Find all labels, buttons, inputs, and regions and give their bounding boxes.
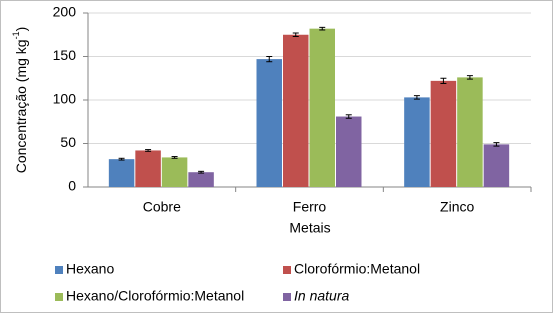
- y-tick-label: 0: [68, 178, 76, 194]
- bar: [283, 34, 309, 187]
- legend-label: Hexano: [66, 261, 114, 277]
- y-label-sup: -1: [11, 31, 21, 39]
- bar: [161, 157, 188, 187]
- legend-swatch: [55, 293, 63, 301]
- y-tick-label: 50: [60, 134, 76, 150]
- y-label-text: Concentração (mg kg: [13, 39, 29, 173]
- legend-label: Hexano/Clorofórmio:Metanol: [66, 288, 244, 304]
- bar: [309, 28, 335, 187]
- bar: [457, 77, 483, 187]
- bar: [108, 159, 135, 187]
- x-tick-label: Zinco: [440, 199, 474, 215]
- y-axis-label: Concentração (mg kg-1): [11, 27, 28, 174]
- y-label-end: ): [13, 27, 29, 32]
- bar: [135, 150, 161, 187]
- legend-swatch: [55, 266, 63, 274]
- legend-swatch: [283, 293, 291, 301]
- y-tick-label: 200: [53, 4, 77, 20]
- bar: [430, 80, 457, 187]
- bar: [404, 97, 430, 187]
- legend-label: Clorofórmio:Metanol: [294, 261, 420, 277]
- legend-swatch: [283, 266, 291, 274]
- legend-label: In natura: [294, 288, 349, 304]
- bar: [188, 172, 214, 187]
- y-tick-label: 100: [53, 91, 77, 107]
- x-tick-label: Ferro: [293, 199, 327, 215]
- y-tick-label: 150: [53, 47, 77, 63]
- bar: [336, 116, 362, 187]
- bar: [256, 59, 282, 187]
- x-tick-label: Cobre: [143, 199, 181, 215]
- bar: [483, 144, 510, 187]
- x-axis-label: Metais: [289, 220, 330, 236]
